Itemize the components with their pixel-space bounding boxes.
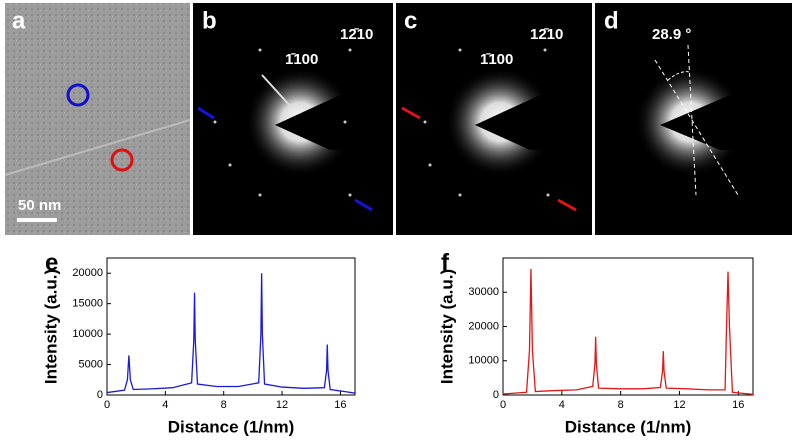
- panel-label: e: [45, 249, 58, 276]
- beam-stop: [475, 95, 592, 150]
- blue-circle: [66, 83, 90, 107]
- streak: [261, 74, 293, 109]
- x-axis-label: Distance (1/nm): [565, 417, 692, 436]
- dashed-line: [654, 59, 739, 196]
- x-tick-label: 8: [221, 399, 227, 411]
- panel-label: c: [404, 7, 417, 34]
- y-tick-label: 0: [493, 389, 499, 401]
- arrow: [401, 106, 421, 120]
- scale-bar: [17, 218, 57, 222]
- plot-frame: [106, 257, 356, 396]
- index-label: 1̄100: [480, 51, 513, 68]
- panel-label: f: [441, 249, 450, 276]
- beam-stop: [275, 95, 393, 150]
- y-tick-label: 15000: [72, 298, 103, 310]
- y-tick-label: 20000: [468, 320, 499, 332]
- panel-c: c 12̄10 1̄100: [396, 3, 592, 235]
- tem-image: [5, 3, 190, 235]
- arrow: [197, 106, 215, 120]
- x-tick-label: 4: [559, 399, 565, 411]
- panel-label: a: [12, 7, 26, 34]
- angle-label: 28.9 °: [652, 26, 691, 43]
- panel-label: b: [202, 7, 217, 34]
- index-label: 12̄10: [340, 26, 373, 43]
- x-tick-label: 12: [276, 399, 288, 411]
- x-axis-label: Distance (1/nm): [168, 417, 295, 436]
- red-circle: [110, 148, 134, 172]
- y-tick-label: 5000: [79, 358, 103, 370]
- line: [502, 268, 754, 395]
- plot-frame: [502, 257, 754, 396]
- y-axis-label: Intensity (a.u.): [41, 269, 60, 384]
- line: [106, 273, 356, 394]
- y-axis-label: Intensity (a.u.): [437, 269, 456, 384]
- boundary: [4, 119, 191, 176]
- charts: 0 4 8 12 16 0 5000 10000 15000 20000 Distance (1/n…: [41, 249, 754, 436]
- panel-a: a 50 nm: [4, 3, 191, 235]
- arrow: [557, 198, 577, 212]
- index-label: 12̄10: [530, 26, 563, 43]
- y-tick-label: 30000: [468, 286, 499, 298]
- y-tick-label: 10000: [468, 355, 499, 367]
- panel-d: d 28.9 °: [595, 3, 792, 235]
- panel-label: d: [604, 7, 619, 34]
- x-tick-label: 16: [732, 399, 744, 411]
- angle-arc: [667, 71, 691, 81]
- y-tick-label: 20000: [72, 267, 103, 279]
- arrow: [354, 198, 373, 212]
- index-label: 1̄100: [285, 51, 318, 68]
- y-tick-label: 0: [97, 389, 103, 401]
- y-tick-label: 10000: [72, 328, 103, 340]
- x-tick-label: 16: [334, 399, 346, 411]
- x-tick-label: 0: [500, 399, 506, 411]
- x-tick-label: 0: [104, 399, 110, 411]
- panel-b: b 12̄10 1̄100: [193, 3, 393, 235]
- x-tick-label: 12: [673, 399, 685, 411]
- scale-label: 50 nm: [18, 197, 61, 214]
- x-tick-label: 8: [618, 399, 624, 411]
- x-tick-label: 4: [162, 399, 168, 411]
